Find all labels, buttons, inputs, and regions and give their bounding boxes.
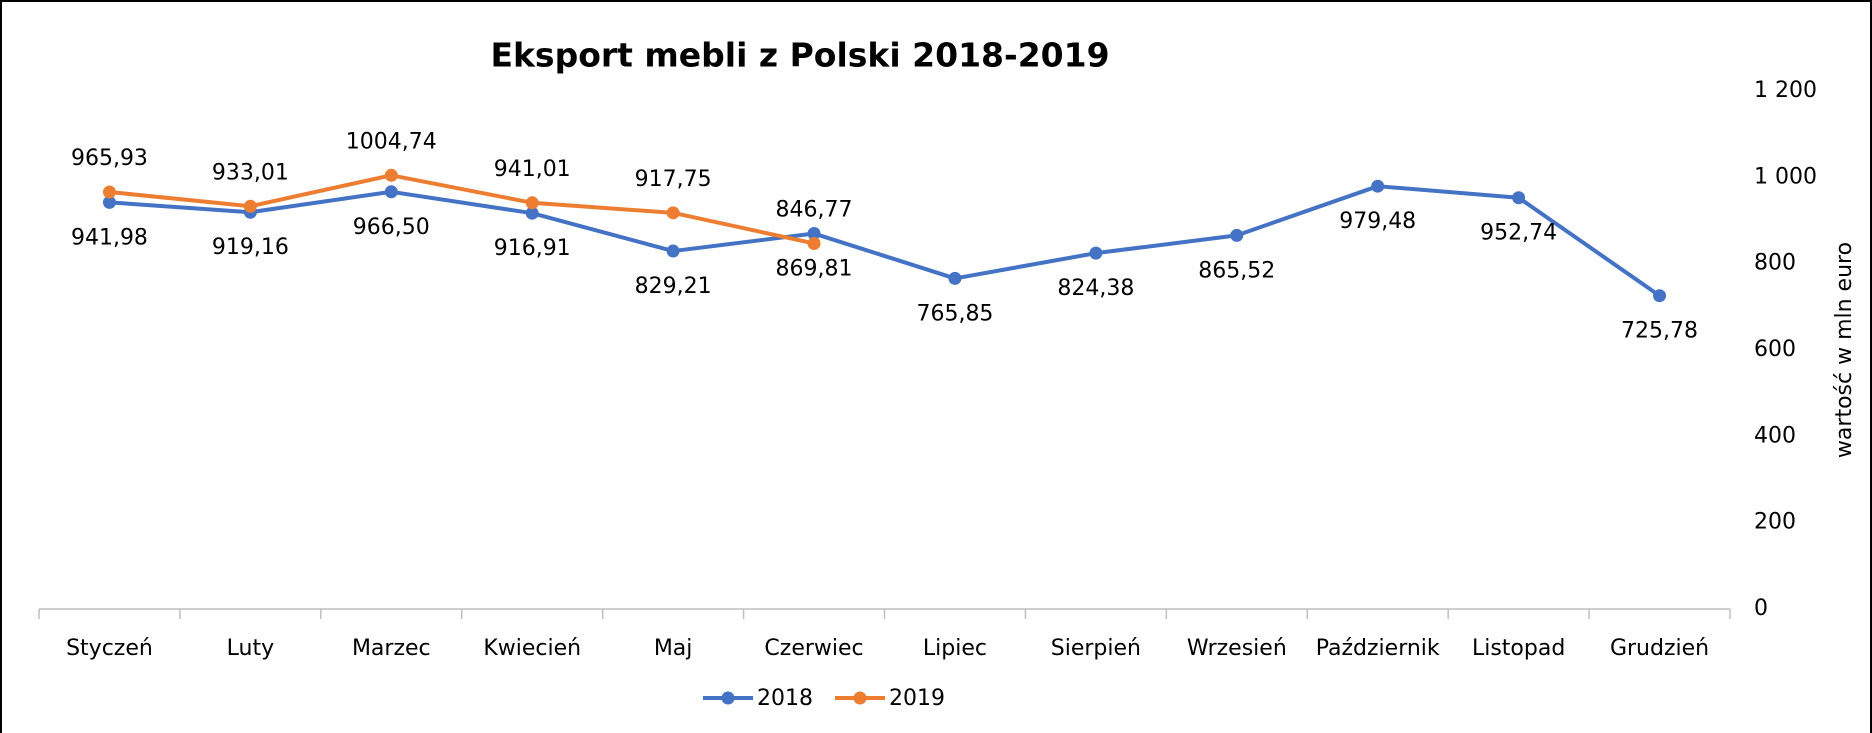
data-label: 829,21 bbox=[635, 274, 712, 299]
point bbox=[525, 196, 539, 210]
x-tick-label: Czerwiec bbox=[764, 636, 863, 661]
x-tick-label: Listopad bbox=[1472, 636, 1565, 661]
y-axis-label: wartość w mln euro bbox=[1832, 242, 1857, 458]
legend-label: 2019 bbox=[889, 686, 945, 711]
x-tick-label: Grudzień bbox=[1610, 636, 1709, 661]
data-label: 765,85 bbox=[916, 301, 993, 326]
point bbox=[102, 185, 116, 199]
x-tick-label: Maj bbox=[654, 636, 693, 661]
data-label: 916,91 bbox=[494, 236, 571, 261]
legend-label: 2018 bbox=[757, 686, 813, 711]
point bbox=[384, 168, 398, 182]
data-label: 933,01 bbox=[212, 160, 289, 185]
point bbox=[1512, 191, 1526, 205]
data-label: 941,01 bbox=[494, 157, 571, 182]
data-label: 966,50 bbox=[353, 215, 430, 240]
point bbox=[1089, 246, 1103, 260]
x-tick-label: Wrzesień bbox=[1187, 636, 1287, 661]
y-tick-label: 200 bbox=[1754, 510, 1796, 535]
data-label: 1004,74 bbox=[346, 129, 437, 154]
y-tick-label: 600 bbox=[1754, 337, 1796, 362]
point bbox=[948, 271, 962, 285]
data-label: 869,81 bbox=[776, 257, 853, 282]
x-tick-label: Styczeń bbox=[66, 636, 153, 661]
point bbox=[1371, 179, 1385, 193]
y-tick-label: 800 bbox=[1754, 251, 1796, 276]
x-tick-label: Lipiec bbox=[923, 636, 987, 661]
data-label: 965,93 bbox=[71, 146, 148, 171]
point bbox=[102, 195, 116, 209]
x-tick-label: Kwiecień bbox=[483, 636, 581, 661]
x-tick-label: Sierpień bbox=[1051, 636, 1141, 661]
point bbox=[807, 236, 821, 250]
x-tick-label: Marzec bbox=[352, 636, 431, 661]
series-line bbox=[109, 184, 1661, 298]
legend-marker bbox=[721, 691, 735, 705]
y-tick-label: 1 000 bbox=[1754, 164, 1817, 189]
data-label: 846,77 bbox=[776, 197, 853, 222]
y-tick-label: 400 bbox=[1754, 423, 1796, 448]
x-tick-label: Luty bbox=[227, 636, 274, 661]
point bbox=[807, 227, 821, 241]
data-label: 917,75 bbox=[635, 167, 712, 192]
chart-title: Eksport mebli z Polski 2018-2019 bbox=[490, 36, 1109, 75]
data-label: 919,16 bbox=[212, 235, 289, 260]
y-tick-label: 1 200 bbox=[1754, 78, 1817, 103]
point bbox=[243, 199, 257, 213]
point bbox=[525, 206, 539, 220]
point bbox=[666, 206, 680, 220]
data-label: 941,98 bbox=[71, 225, 148, 250]
legend-marker bbox=[853, 691, 867, 705]
data-label: 979,48 bbox=[1339, 209, 1416, 234]
data-label: 952,74 bbox=[1480, 221, 1557, 246]
data-label: 725,78 bbox=[1621, 319, 1698, 344]
point bbox=[666, 244, 680, 258]
point bbox=[384, 185, 398, 199]
data-label: 865,52 bbox=[1198, 258, 1275, 283]
data-label: 824,38 bbox=[1057, 276, 1134, 301]
point bbox=[1653, 289, 1667, 303]
y-tick-label: 0 bbox=[1754, 596, 1768, 621]
x-tick-label: Październik bbox=[1316, 636, 1440, 661]
series-line bbox=[109, 173, 815, 246]
point bbox=[1230, 228, 1244, 242]
